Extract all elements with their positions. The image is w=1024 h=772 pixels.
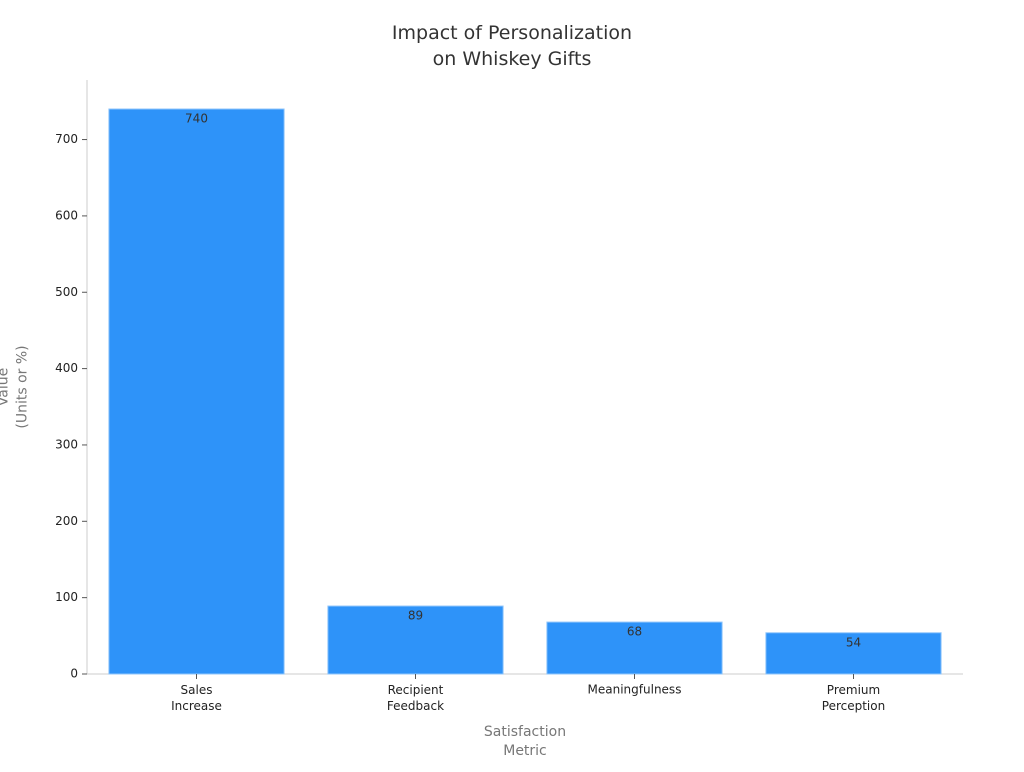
- y-axis-title: Value (Units or %): [0, 345, 31, 428]
- x-tick-label: Premium Perception: [822, 683, 885, 713]
- y-tick-label: 600: [55, 208, 78, 222]
- y-tick-label: 700: [55, 132, 78, 146]
- bar: [765, 632, 942, 675]
- x-tick-label: Sales Increase: [171, 683, 222, 713]
- value-label: 54: [846, 635, 861, 649]
- y-tick-label: 300: [55, 437, 78, 451]
- y-tick-label: 400: [55, 361, 78, 375]
- y-tick-label: 500: [55, 285, 78, 299]
- y-tick-label: 200: [55, 514, 78, 528]
- bar: [108, 108, 285, 675]
- x-tick-label: Meaningfulness: [588, 683, 682, 697]
- bar: [327, 605, 504, 675]
- y-tick-label: 100: [55, 590, 78, 604]
- bar: [546, 621, 723, 675]
- value-label: 740: [185, 112, 208, 126]
- x-tick-label: Recipient Feedback: [387, 683, 444, 713]
- x-axis-title: Satisfaction Metric: [484, 724, 566, 759]
- value-label: 68: [627, 625, 642, 639]
- y-tick-label: 0: [70, 667, 78, 681]
- value-label: 89: [408, 609, 423, 623]
- chart-title: Impact of Personalization on Whiskey Gift…: [392, 22, 632, 70]
